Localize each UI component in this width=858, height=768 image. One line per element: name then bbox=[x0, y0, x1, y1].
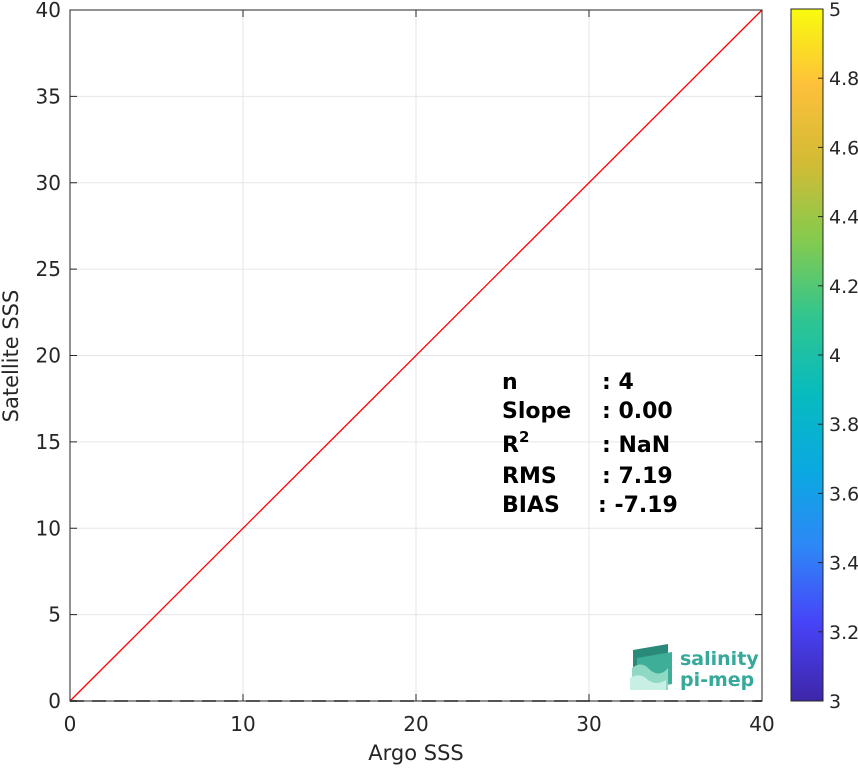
colorbar-tick-label: 3.2 bbox=[829, 622, 858, 644]
colorbar-axis: 3 3.2 3.4 3.6 3.8 4 4.2 4.4 4.6 4.8 5 bbox=[818, 0, 858, 713]
y-tick-label: 35 bbox=[36, 84, 61, 108]
x-tick-label: 20 bbox=[403, 712, 428, 736]
stat-label: RMS bbox=[502, 464, 557, 489]
logo-line2: pi-mep bbox=[680, 669, 754, 691]
stat-value: : NaN bbox=[602, 433, 670, 458]
y-tick-label: 40 bbox=[36, 0, 61, 22]
x-tick-label: 40 bbox=[749, 712, 774, 736]
x-tick-label: 30 bbox=[576, 712, 601, 736]
colorbar-tick-label: 4.2 bbox=[829, 276, 858, 298]
colorbar-tick-label: 3.4 bbox=[829, 553, 858, 575]
x-tick-label: 10 bbox=[230, 712, 255, 736]
x-tick-label: 0 bbox=[64, 712, 77, 736]
stats-box: n : 4 Slope : 0.00 R2 : NaN RMS : 7.19 BIAS : -7.… bbox=[502, 370, 678, 518]
colorbar-tick-label: 4.6 bbox=[829, 137, 858, 159]
colorbar-tick-label: 4 bbox=[829, 345, 841, 367]
y-tick-label: 0 bbox=[48, 689, 61, 713]
colorbar-tick-label: 3.6 bbox=[829, 483, 858, 505]
y-axis: 0 5 10 15 20 25 30 35 40 bbox=[36, 0, 762, 713]
stat-value: : 4 bbox=[602, 370, 634, 395]
salinity-pi-mep-logo: salinity pi-mep bbox=[630, 644, 759, 691]
y-tick-label: 30 bbox=[36, 171, 61, 195]
stat-label: n bbox=[502, 370, 518, 395]
stat-label: Slope bbox=[502, 399, 571, 424]
colorbar-tick-label: 4.8 bbox=[829, 68, 858, 90]
y-tick-label: 10 bbox=[36, 516, 61, 540]
colorbar-tick-label: 3.8 bbox=[829, 414, 858, 436]
stat-value: : 0.00 bbox=[602, 399, 673, 424]
colorbar-tick-label: 5 bbox=[829, 0, 841, 21]
stat-value: : -7.19 bbox=[598, 493, 678, 518]
stat-label: BIAS bbox=[502, 493, 560, 518]
y-tick-label: 20 bbox=[36, 344, 61, 368]
colorbar bbox=[790, 8, 824, 702]
x-axis: 0 10 20 30 40 bbox=[64, 10, 775, 736]
stat-superscript: 2 bbox=[519, 428, 529, 446]
y-tick-label: 5 bbox=[48, 603, 61, 627]
stat-value: : 7.19 bbox=[602, 464, 673, 489]
y-axis-label: Satellite SSS bbox=[0, 290, 23, 423]
colorbar-tick-label: 4.4 bbox=[829, 207, 858, 229]
stat-label: R2 bbox=[502, 428, 529, 458]
logo-line1: salinity bbox=[680, 648, 759, 670]
one-to-one-line bbox=[69, 9, 763, 702]
colorbar-tick-label: 3 bbox=[829, 691, 841, 713]
y-tick-label: 15 bbox=[36, 430, 61, 454]
x-axis-label: Argo SSS bbox=[368, 741, 463, 765]
y-tick-label: 25 bbox=[36, 257, 61, 281]
